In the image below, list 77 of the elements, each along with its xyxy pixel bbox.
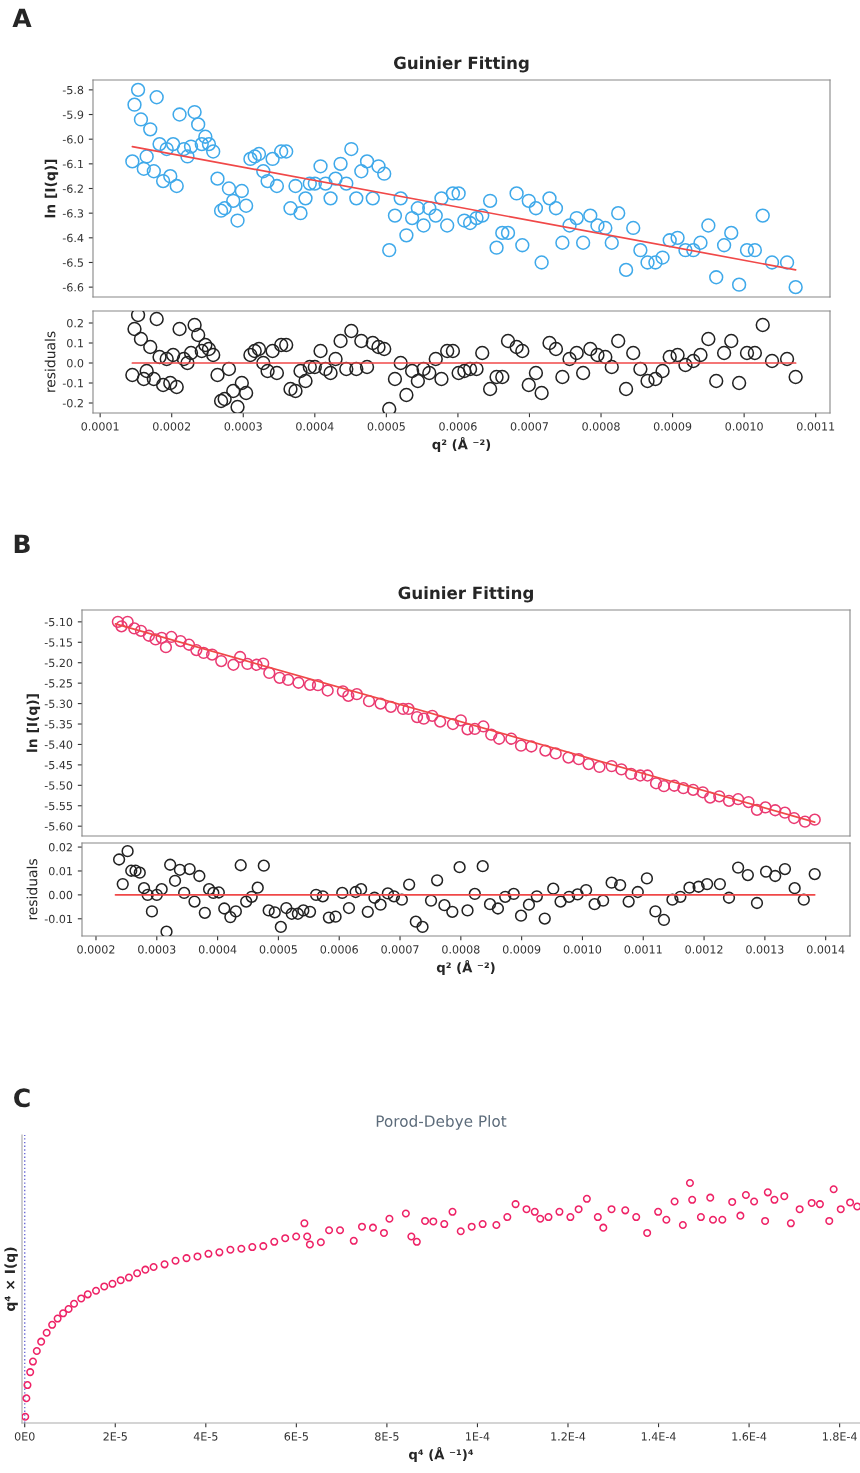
x-tick-label: 1.8E-4: [822, 1432, 857, 1441]
x-tick-label: 1E-4: [466, 1432, 490, 1441]
y-tick-label: -5.10: [44, 617, 73, 627]
y-tick-label: 0.02: [48, 843, 72, 852]
y-axis-title: ln [I(q)]: [26, 694, 41, 752]
y-tick-label: -6.4: [62, 233, 84, 243]
y-tick-label: -6.2: [62, 184, 83, 193]
x-tick-label: 0.0006: [439, 422, 477, 431]
y-axis-title: residuals: [26, 859, 38, 920]
x-tick-label: 1.6E-4: [732, 1432, 767, 1441]
y-tick-label: 0.01: [48, 866, 72, 876]
chart-title: Guinier Fitting: [393, 56, 529, 73]
x-tick-label: 0.0008: [442, 945, 480, 954]
x-tick-label: 0.0002: [77, 945, 115, 954]
x-tick-label: 0.0009: [653, 422, 692, 431]
x-tick-label: 0.0010: [725, 422, 763, 431]
x-tick-label: 0.0014: [806, 945, 845, 954]
y-tick-label: -5.55: [44, 801, 72, 811]
x-tick-label: 0.0004: [198, 945, 237, 954]
x-tick-label: 4E-5: [193, 1432, 218, 1441]
y-tick-label: -5.45: [44, 761, 72, 770]
y-tick-label: 0.00: [48, 890, 73, 900]
x-tick-label: 0.0007: [381, 945, 419, 954]
y-axis-title: ln [I(q)]: [44, 159, 59, 218]
x-tick-label: 1.2E-4: [551, 1432, 586, 1441]
x-tick-label: 0.0002: [153, 422, 191, 431]
x-tick-label: 0E0: [14, 1432, 35, 1441]
x-tick-label: 0.0007: [510, 422, 548, 431]
y-tick-label: -6.6: [62, 283, 84, 292]
chart-title: Guinier Fitting: [398, 586, 533, 603]
text: C: [14, 1088, 30, 1108]
x-tick-label: 0.0005: [259, 945, 297, 954]
x-tick-label: 0.0001: [81, 422, 119, 431]
x-tick-label: 0.0006: [320, 945, 358, 954]
x-axis-title: q² (Å ⁻²): [436, 959, 495, 975]
y-tick-label: -6.3: [62, 209, 84, 218]
chart-title: Porod-Debye Plot: [376, 1115, 507, 1130]
x-tick-label: 0.0008: [582, 422, 620, 431]
y-axis-title: residuals: [44, 331, 56, 392]
x-tick-label: 8E-5: [375, 1432, 399, 1441]
x-axis-title: q² (Å ⁻²): [432, 436, 491, 452]
x-tick-label: 0.0003: [224, 422, 262, 431]
y-tick-label: -5.60: [44, 822, 73, 831]
y-tick-label: -5.30: [44, 699, 73, 708]
y-tick-label: -0.01: [44, 914, 72, 924]
y-tick-label: 0.2: [67, 318, 83, 328]
x-tick-label: 0.0005: [367, 422, 405, 431]
x-axis-title: q⁴ (Å ⁻¹)⁴: [408, 1446, 474, 1462]
x-tick-label: 0.0010: [563, 945, 602, 954]
text: A: [12, 8, 32, 27]
y-tick-label: -5.40: [44, 740, 73, 749]
y-axis-title: q⁴ × I(q): [4, 1247, 18, 1311]
x-tick-label: 0.0004: [296, 422, 334, 431]
text: B: [14, 534, 30, 553]
x-tick-label: 0.0003: [138, 945, 176, 954]
y-tick-label: 0.1: [67, 338, 83, 348]
y-tick-label: -5.50: [44, 781, 73, 790]
x-tick-label: 0.0013: [746, 945, 784, 954]
y-tick-label: -0.2: [62, 398, 83, 408]
x-tick-label: 1.4E-4: [641, 1432, 676, 1441]
x-tick-label: 0.0011: [796, 422, 835, 431]
x-tick-label: 6E-5: [284, 1432, 308, 1441]
y-tick-label: 0.0: [67, 358, 84, 368]
y-tick-label: -0.1: [62, 378, 83, 388]
x-tick-label: 2E-5: [103, 1432, 127, 1441]
x-tick-label: 0.0012: [685, 945, 723, 954]
x-tick-label: 0.0011: [624, 945, 662, 954]
y-tick-label: -5.9: [62, 110, 84, 119]
y-tick-label: -5.35: [44, 720, 72, 729]
x-tick-label: 0.0009: [502, 945, 541, 954]
y-tick-label: -6.5: [62, 258, 83, 267]
y-tick-label: -6.1: [62, 159, 83, 169]
y-tick-label: -5.8: [62, 85, 84, 95]
y-tick-label: -5.25: [44, 679, 72, 688]
y-tick-label: -6.0: [62, 135, 84, 144]
y-tick-label: -5.15: [44, 638, 72, 647]
y-tick-label: -5.20: [44, 658, 73, 668]
